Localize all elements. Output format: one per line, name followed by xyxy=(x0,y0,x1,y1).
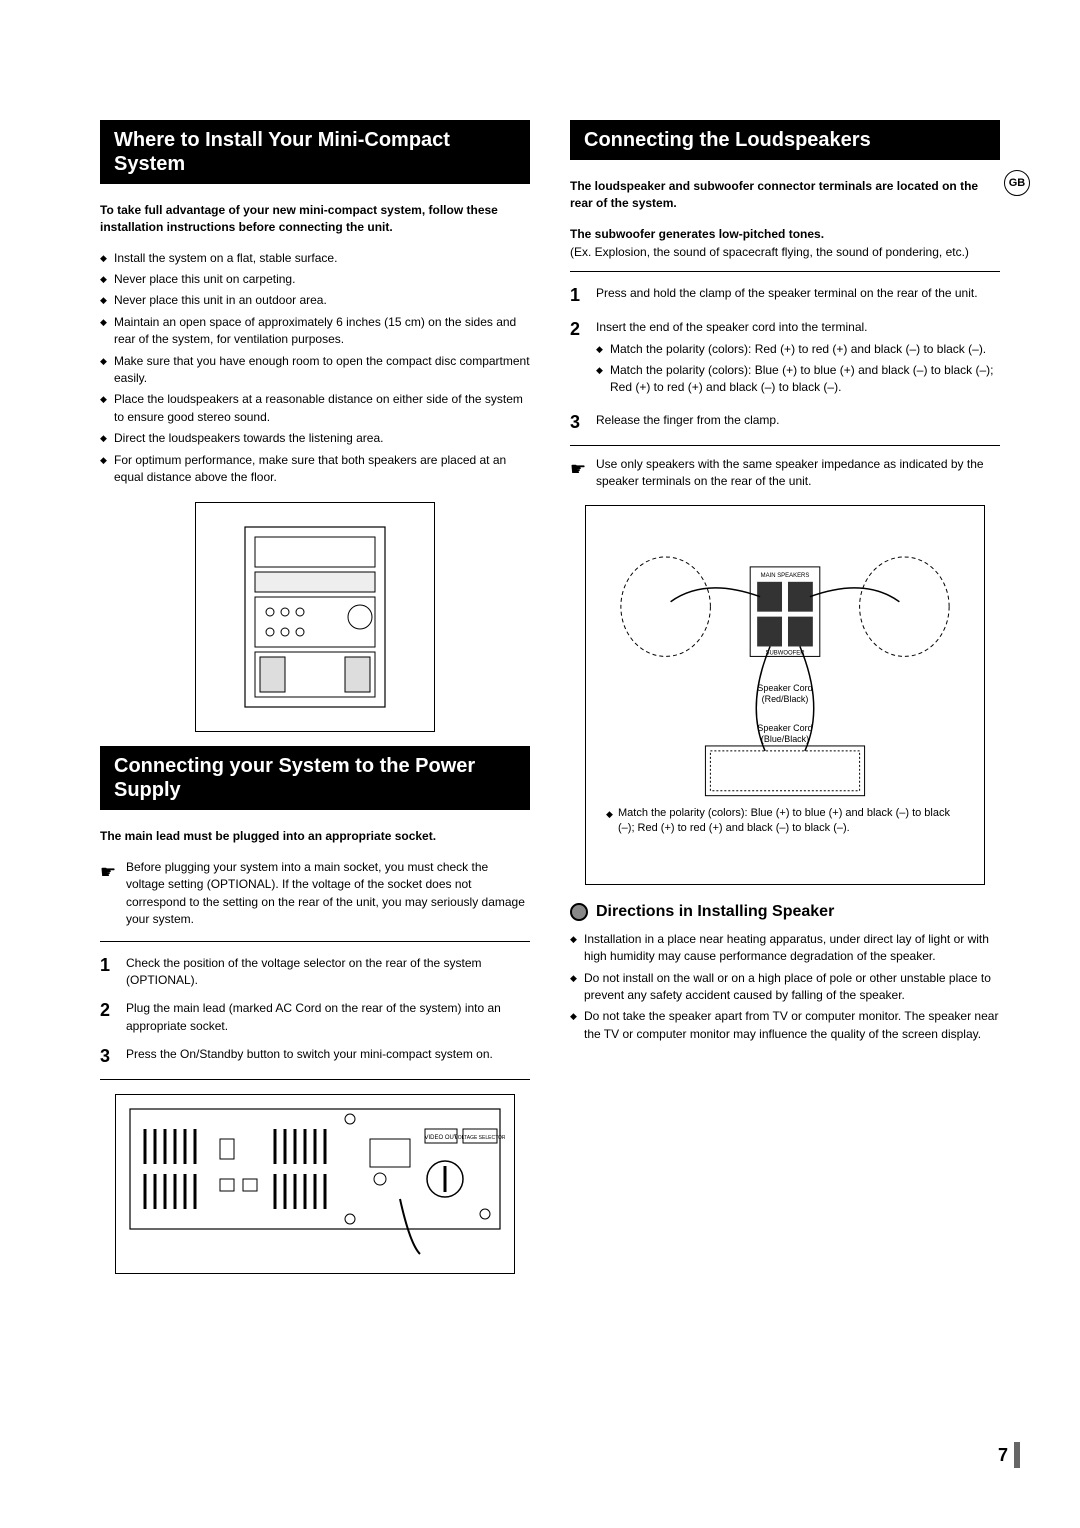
intro-install: To take full advantage of your new mini-… xyxy=(100,202,530,236)
directions-bullets: Installation in a place near heating app… xyxy=(570,931,1000,1043)
svg-text:MAIN SPEAKERS: MAIN SPEAKERS xyxy=(761,573,810,579)
left-column: Where to Install Your Mini-Compact Syste… xyxy=(100,120,530,1288)
polarity-note: Match the polarity (colors): Blue (+) to… xyxy=(596,806,974,843)
figure-speaker-wiring: MAIN SPEAKERS SUBWOOFER Speaker Cord (Re… xyxy=(585,505,985,885)
step-number: 3 xyxy=(570,409,596,435)
bullet-item: Never place this unit on carpeting. xyxy=(100,271,530,288)
bullet-item: Maintain an open space of approximately … xyxy=(100,314,530,349)
step-text: Check the position of the voltage select… xyxy=(126,952,530,990)
svg-text:SUBWOOFER: SUBWOOFER xyxy=(765,650,805,656)
impedance-note: ☛ Use only speakers with the same speake… xyxy=(570,456,1000,491)
speaker-svg: MAIN SPEAKERS SUBWOOFER Speaker Cord (Re… xyxy=(596,547,974,806)
intro-speakers-2: The subwoofer generates low-pitched tone… xyxy=(570,226,1000,243)
hand-icon: ☛ xyxy=(100,859,126,885)
svg-text:(Red/Black): (Red/Black) xyxy=(762,694,809,704)
sub-bullets: Match the polarity (colors): Red (+) to … xyxy=(596,341,1000,397)
step-text: Press and hold the clamp of the speaker … xyxy=(596,282,1000,302)
section-header-loudspeakers: Connecting the Loudspeakers xyxy=(570,120,1000,160)
divider xyxy=(100,941,530,942)
hand-icon: ☛ xyxy=(570,456,596,482)
step-number: 1 xyxy=(100,952,126,978)
step-item: 2 Insert the end of the speaker cord int… xyxy=(570,316,1000,401)
step-number: 2 xyxy=(570,316,596,342)
speaker-steps: 1 Press and hold the clamp of the speake… xyxy=(570,282,1000,435)
figure-stereo-front xyxy=(195,502,435,732)
right-column: Connecting the Loudspeakers The loudspea… xyxy=(570,120,1000,1288)
step-number: 1 xyxy=(570,282,596,308)
bullet-item: Do not install on the wall or on a high … xyxy=(570,970,1000,1005)
section-header-install: Where to Install Your Mini-Compact Syste… xyxy=(100,120,530,184)
step-item: 2Plug the main lead (marked AC Cord on t… xyxy=(100,997,530,1035)
page-number: 7 xyxy=(998,1442,1020,1468)
intro-speakers-1: The loudspeaker and subwoofer connector … xyxy=(570,178,1000,212)
bullet-item: Do not take the speaker apart from TV or… xyxy=(570,1008,1000,1043)
bullet-item: For optimum performance, make sure that … xyxy=(100,452,530,487)
bullet-item: Never place this unit in an outdoor area… xyxy=(100,292,530,309)
install-bullets: Install the system on a flat, stable sur… xyxy=(100,250,530,487)
step-item: 3Press the On/Standby button to switch y… xyxy=(100,1043,530,1069)
step-text: Plug the main lead (marked AC Cord on th… xyxy=(126,997,530,1035)
step-item: 1 Press and hold the clamp of the speake… xyxy=(570,282,1000,308)
step-text: Press the On/Standby button to switch yo… xyxy=(126,1043,530,1063)
note-text: Use only speakers with the same speaker … xyxy=(596,456,1000,491)
step-item: 3 Release the finger from the clamp. xyxy=(570,409,1000,435)
divider xyxy=(570,271,1000,272)
step-item: 1Check the position of the voltage selec… xyxy=(100,952,530,990)
bullet-item: Place the loudspeakers at a reasonable d… xyxy=(100,391,530,426)
step-number: 2 xyxy=(100,997,126,1023)
divider xyxy=(570,445,1000,446)
language-badge: GB xyxy=(1004,170,1030,196)
page-columns: Where to Install Your Mini-Compact Syste… xyxy=(100,120,1000,1288)
sub-heading-directions: Directions in Installing Speaker xyxy=(570,903,1000,921)
power-steps: 1Check the position of the voltage selec… xyxy=(100,952,530,1070)
page-bar xyxy=(1014,1442,1020,1468)
svg-text:Speaker Cord: Speaker Cord xyxy=(757,683,812,693)
stereo-svg xyxy=(215,517,415,717)
power-note: ☛ Before plugging your system into a mai… xyxy=(100,859,530,929)
bullet-item: Direct the loudspeakers towards the list… xyxy=(100,430,530,447)
step-number: 3 xyxy=(100,1043,126,1069)
bullet-item: Installation in a place near heating app… xyxy=(570,931,1000,966)
power-note-text: Before plugging your system into a main … xyxy=(126,859,530,929)
step-text: Release the finger from the clamp. xyxy=(596,409,1000,429)
sub-bullet-item: Match the polarity (colors): Red (+) to … xyxy=(596,341,1000,358)
svg-text:Speaker Cord: Speaker Cord xyxy=(757,723,812,733)
bullet-item: Install the system on a flat, stable sur… xyxy=(100,250,530,267)
rear-svg: VIDEO OUT VOLTAGE SELECTOR xyxy=(125,1104,505,1264)
figure-rear-panel: VIDEO OUT VOLTAGE SELECTOR xyxy=(115,1094,515,1274)
intro-power: The main lead must be plugged into an ap… xyxy=(100,828,530,845)
svg-text:VIDEO OUT: VIDEO OUT xyxy=(424,1135,457,1141)
svg-text:VOLTAGE SELECTOR: VOLTAGE SELECTOR xyxy=(454,1135,505,1141)
intro-speakers-3: (Ex. Explosion, the sound of spacecraft … xyxy=(570,244,1000,261)
bullet-item: Make sure that you have enough room to o… xyxy=(100,353,530,388)
step-text: Insert the end of the speaker cord into … xyxy=(596,316,1000,401)
svg-text:(Blue/Black): (Blue/Black) xyxy=(761,734,809,744)
section-header-power: Connecting your System to the Power Supp… xyxy=(100,746,530,810)
divider xyxy=(100,1079,530,1080)
sub-bullet-item: Match the polarity (colors): Blue (+) to… xyxy=(596,362,1000,397)
